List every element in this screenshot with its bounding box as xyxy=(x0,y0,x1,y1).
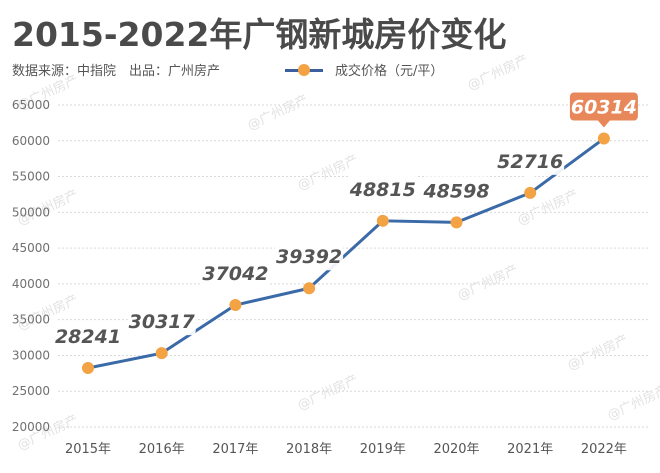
x-axis: 2015年 2016年 2017年 2018年 2019年 2020年 2021年 2022年 xyxy=(65,442,627,457)
x-tick-label: 2020年 xyxy=(433,442,479,457)
y-tick-label: 30000 xyxy=(12,348,50,362)
x-tick-label: 2017年 xyxy=(212,442,258,457)
data-value-label: 28241 xyxy=(55,326,121,348)
y-tick-label: 20000 xyxy=(12,420,50,434)
data-value-label: 48815 xyxy=(349,179,416,201)
watermark-text: @广州房产 xyxy=(245,92,311,134)
y-tick-label: 55000 xyxy=(12,170,50,184)
watermark-text: @广州房产 xyxy=(565,332,631,374)
y-tick-label: 65000 xyxy=(12,98,50,112)
data-label-callout: 28241 xyxy=(54,322,122,358)
x-tick-label: 2016年 xyxy=(139,442,185,457)
legend-line-marker-icon xyxy=(285,63,323,77)
data-point-marker xyxy=(155,347,168,360)
watermark-text: @广州房产 xyxy=(455,262,521,304)
watermark-text: @广州房产 xyxy=(295,372,361,414)
data-label-callout: 30317 xyxy=(127,307,196,343)
data-point-marker xyxy=(303,282,316,295)
chart-source: 数据来源：中指院 出品：广州房产 xyxy=(12,64,221,79)
watermark-text: @广州房产 xyxy=(465,52,531,94)
data-label-callout: 48815 xyxy=(349,174,417,210)
data-point-marker xyxy=(229,299,242,312)
data-label-callout: 52716 xyxy=(496,146,565,182)
y-tick-label: 45000 xyxy=(12,241,50,255)
highlight-callout: 60314 xyxy=(569,92,638,128)
data-point-marker xyxy=(450,216,463,229)
legend-label: 成交价格（元/平） xyxy=(335,64,444,79)
y-tick-label: 50000 xyxy=(12,205,50,219)
y-tick-label: 25000 xyxy=(12,384,50,398)
data-label-callout: 39392 xyxy=(275,242,344,278)
series-line xyxy=(87,137,605,370)
data-value-label: 52716 xyxy=(497,151,563,173)
x-tick-label: 2018年 xyxy=(286,442,332,457)
x-tick-label: 2015年 xyxy=(65,442,111,457)
data-point-marker xyxy=(524,186,537,199)
y-tick-label: 40000 xyxy=(12,277,50,291)
y-tick-label: 35000 xyxy=(12,313,50,327)
data-label-callout: 37042 xyxy=(201,259,270,295)
x-tick-label: 2019年 xyxy=(360,442,406,457)
y-tick-label: 60000 xyxy=(12,134,50,148)
chart-legend: 成交价格（元/平） xyxy=(285,60,443,79)
data-point-marker xyxy=(597,132,610,145)
x-tick-label: 2021年 xyxy=(507,442,553,457)
y-axis: 20000 25000 30000 35000 40000 45000 50000 55000… xyxy=(12,98,50,434)
watermark-text: @广州房产 xyxy=(605,382,660,424)
data-value-label: 37042 xyxy=(202,263,268,285)
data-labels: 28241 30317 37042 39392 48815 48598 52716 60314 xyxy=(54,92,638,358)
data-value-label: 39392 xyxy=(276,246,342,268)
data-label-callout: 48598 xyxy=(422,176,491,212)
data-value-label: 48598 xyxy=(422,180,489,202)
chart-title: 2015-2022年广钢新城房价变化 xyxy=(12,15,507,54)
data-value-label: 60314 xyxy=(571,97,637,119)
data-value-label: 30317 xyxy=(129,311,196,333)
data-point-marker xyxy=(376,214,389,227)
x-tick-label: 2022年 xyxy=(581,442,627,457)
data-point-marker xyxy=(82,362,94,375)
data-markers xyxy=(82,132,610,375)
